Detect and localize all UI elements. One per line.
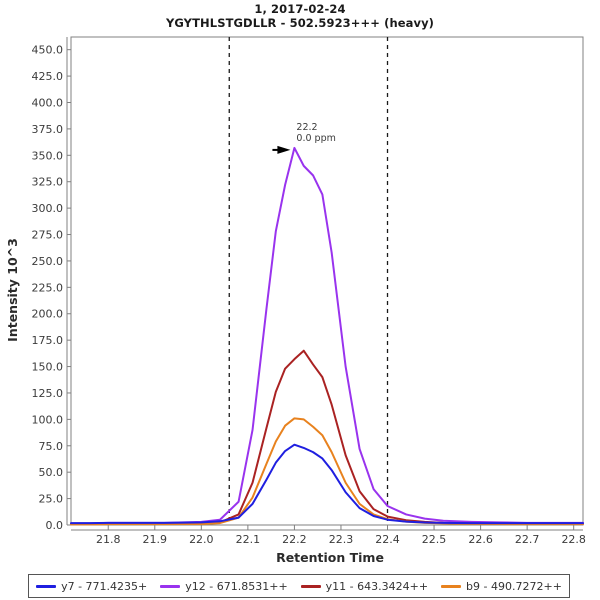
x-tick-label: 22.1 xyxy=(236,533,261,546)
peak-annotation: 22.20.0 ppm xyxy=(272,122,336,154)
x-tick-label: 22.6 xyxy=(468,533,493,546)
integration-boundaries[interactable] xyxy=(228,37,389,525)
y-tick-label: 400.0 xyxy=(32,96,64,109)
trace-curves xyxy=(70,146,584,526)
chart-title-line-2: YGYTHLSTGDLLR - 502.5923+++ (heavy) xyxy=(165,16,435,30)
legend-item[interactable]: y7 - 771.4235+ xyxy=(36,580,147,593)
chart-title-block: 1, 2017-02-24 YGYTHLSTGDLLR - 502.5923++… xyxy=(0,2,600,30)
x-tick-label: 21.8 xyxy=(96,533,121,546)
legend-item[interactable]: y11 - 643.3424++ xyxy=(300,579,429,593)
x-tick-label: 22.8 xyxy=(561,533,586,546)
annotation-retention-time: 22.2 xyxy=(296,122,317,133)
x-tick-label: 21.9 xyxy=(143,533,168,546)
y-tick-label: 150.0 xyxy=(32,361,64,374)
y-tick-label: 225.0 xyxy=(32,281,64,294)
y-tick-label: 250.0 xyxy=(32,255,64,268)
legend-label-y12: y12 - 671.8531++ xyxy=(185,579,288,593)
y-tick-label: 125.0 xyxy=(32,387,64,400)
y-tick-label: 275.0 xyxy=(32,229,64,242)
y-tick-label: 425.0 xyxy=(32,70,64,83)
legend-swatch-b9 xyxy=(441,584,462,588)
trace-line xyxy=(70,417,584,526)
chart-title-line-1: 1, 2017-02-24 xyxy=(254,2,346,16)
y-tick-label: 50.0 xyxy=(39,466,64,479)
x-tick-label: 22.0 xyxy=(189,533,214,546)
x-tick-label: 22.5 xyxy=(422,533,447,546)
y-tick-label: 325.0 xyxy=(32,176,64,189)
y-tick-label: 375.0 xyxy=(32,123,64,136)
y-tick-label: 200.0 xyxy=(32,308,64,321)
y-tick-label: 25.0 xyxy=(39,493,64,506)
legend-label-y11: y11 - 643.3424++ xyxy=(325,579,429,593)
legend-swatch-y11 xyxy=(300,584,321,588)
annotation-arrow-icon xyxy=(277,145,291,154)
plot-frame xyxy=(70,36,584,526)
legend-swatch-y12 xyxy=(160,584,181,588)
y-axis-title: Intensity 10^3 xyxy=(5,238,20,342)
legend: y7 - 771.4235+ y12 - 671.8531++ y11 - 64… xyxy=(28,574,570,598)
x-axis-ticks: 21.8 21.9 22.0 22.1 22.2 22.3 22.4 22.5 22.6 22.7… xyxy=(71,525,586,546)
legend-item[interactable]: y12 - 671.8531++ xyxy=(160,579,288,593)
annotation-mass-error: 0.0 ppm xyxy=(296,133,335,144)
y-tick-label: 350.0 xyxy=(32,149,64,162)
trace-line xyxy=(70,146,584,525)
legend-swatch-y7 xyxy=(36,584,57,588)
y-tick-label: 450.0 xyxy=(32,44,64,57)
legend-item[interactable]: b9 - 490.7272++ xyxy=(441,580,562,593)
x-axis-title: Retention Time xyxy=(276,550,384,565)
trace-line xyxy=(70,349,584,526)
x-tick-label: 22.4 xyxy=(375,533,400,546)
y-tick-label: 100.0 xyxy=(32,413,64,426)
y-tick-label: 175.0 xyxy=(32,334,64,347)
trace-line xyxy=(70,443,584,525)
legend-label-b9: b9 - 490.7272++ xyxy=(466,579,562,593)
y-axis-ticks: 0.0 25.0 50.0 75.0 100.0 125.0 150.0 175.0 200.0… xyxy=(32,37,71,532)
x-tick-label: 22.7 xyxy=(515,533,540,546)
x-tick-label: 22.3 xyxy=(329,533,354,546)
y-tick-label: 75.0 xyxy=(39,440,64,453)
legend-label-y7: y7 - 771.4235+ xyxy=(61,579,148,593)
y-tick-label: 300.0 xyxy=(32,202,64,215)
x-tick-label: 22.2 xyxy=(282,533,307,546)
y-tick-label: 0.0 xyxy=(46,519,64,532)
